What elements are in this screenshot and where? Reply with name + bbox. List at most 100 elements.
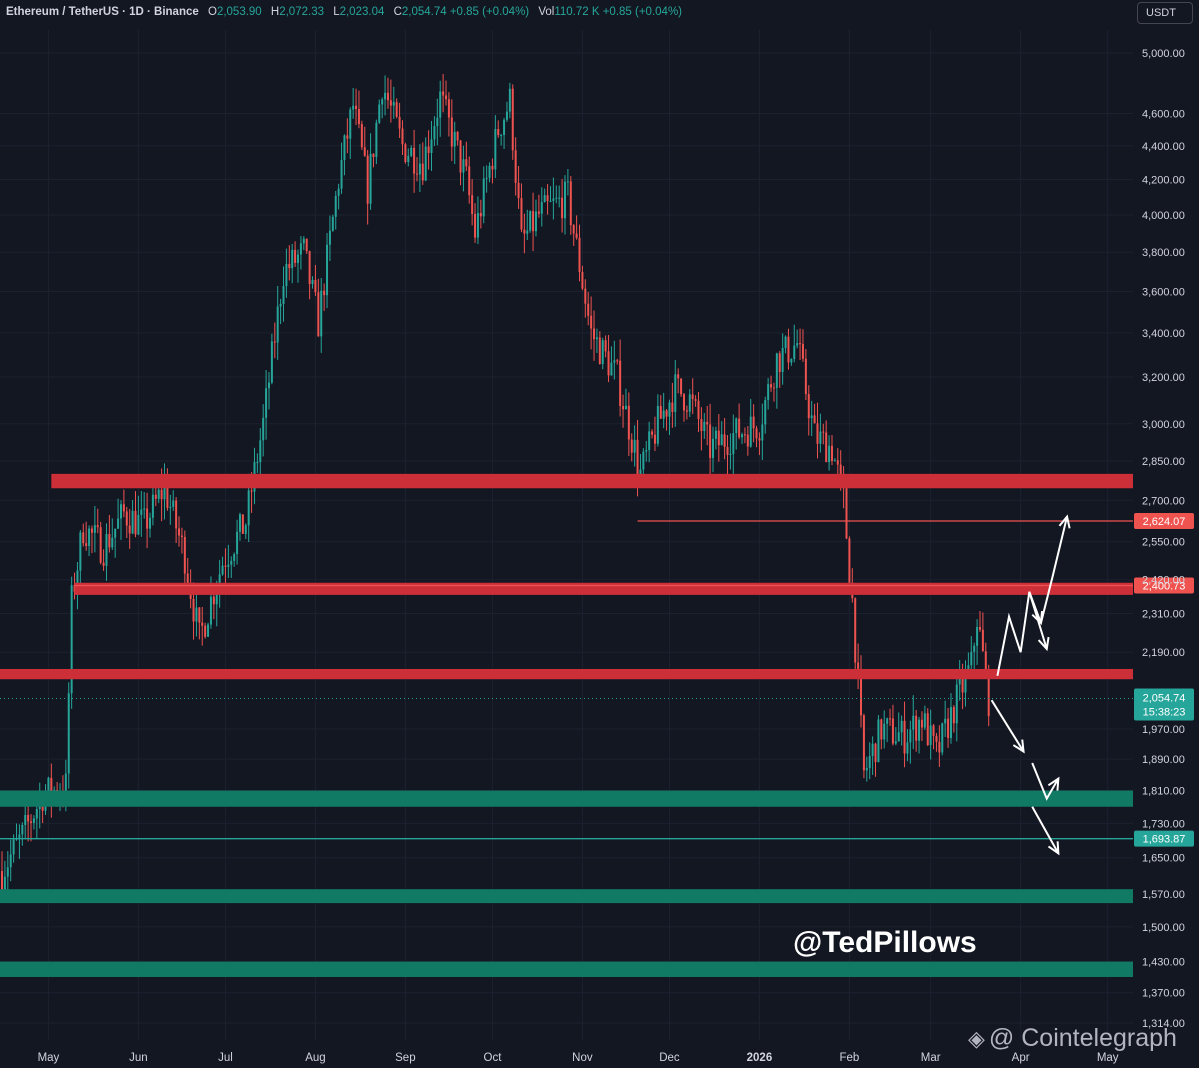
candle (314, 264, 317, 297)
candle (653, 416, 656, 452)
candle (700, 407, 703, 451)
candle (682, 392, 685, 422)
candle (796, 329, 799, 349)
candle (970, 636, 973, 670)
candle (265, 370, 268, 440)
support-zone (0, 961, 1133, 977)
candle (830, 435, 833, 466)
candle (619, 339, 622, 417)
candle (491, 158, 494, 184)
candle (572, 224, 575, 246)
candle (355, 88, 358, 126)
candle (685, 405, 688, 420)
candle (175, 496, 178, 543)
candle (183, 530, 186, 586)
candle (833, 458, 836, 462)
candle (926, 708, 929, 747)
close-value: 2,054.74 (401, 6, 447, 18)
candle (735, 417, 738, 450)
open-label: O (207, 6, 217, 18)
candle (462, 145, 465, 192)
candle (543, 188, 546, 203)
candle (537, 194, 540, 218)
candle (442, 73, 445, 113)
candle (201, 607, 204, 646)
candle (456, 130, 459, 146)
candle (297, 249, 300, 283)
open-value: 2,053.90 (216, 6, 262, 18)
currency-button[interactable]: USDT (1137, 2, 1193, 24)
x-tick-label: May (38, 1052, 60, 1064)
x-tick-label: Nov (572, 1052, 593, 1064)
candle (204, 622, 207, 639)
candle (561, 179, 564, 233)
chart-header: Ethereum / TetherUS · 1D · Binance O2,05… (6, 6, 682, 18)
candle (244, 523, 247, 539)
candle (479, 199, 482, 229)
candle (349, 107, 352, 159)
projection-arrowhead (1047, 776, 1060, 791)
candle (212, 592, 215, 620)
candle (743, 427, 746, 444)
candle (578, 224, 581, 282)
x-tick-label: May (1097, 1052, 1119, 1064)
candle (395, 98, 398, 119)
candle (819, 413, 822, 453)
candle (923, 705, 926, 731)
candle (656, 394, 659, 447)
candle (337, 183, 340, 210)
candle (549, 186, 552, 203)
candle (952, 705, 955, 733)
candle (645, 440, 648, 462)
candle (517, 165, 520, 209)
y-tick-label: 2,190.00 (1142, 647, 1185, 659)
candle (273, 322, 276, 359)
candle (648, 421, 651, 463)
candle (125, 506, 128, 538)
candle (180, 527, 183, 554)
candle (384, 75, 387, 116)
change-value: +0.85 (+0.04%) (449, 6, 530, 18)
price-level-label: 2,624.07 (1143, 516, 1186, 528)
candle (624, 388, 627, 410)
candle (111, 518, 114, 551)
candle (639, 454, 642, 478)
y-tick-label: 1,650.00 (1142, 853, 1185, 865)
x-tick-label: Aug (305, 1052, 325, 1064)
candle (70, 576, 73, 709)
projection-arrowhead (1058, 514, 1071, 529)
candle (323, 283, 326, 311)
projection-path (1028, 591, 1048, 650)
candle (810, 400, 813, 436)
low-value: 2,023.04 (339, 6, 385, 18)
y-tick-label: 4,600.00 (1142, 109, 1185, 121)
projection-arrowhead (1012, 739, 1025, 754)
candle (601, 337, 604, 370)
candle (398, 102, 401, 139)
candle (569, 176, 572, 235)
candle (308, 250, 311, 300)
candle (357, 90, 360, 129)
candle (935, 732, 938, 752)
projection-path (1039, 516, 1069, 624)
candle (915, 709, 918, 752)
candle (32, 815, 35, 830)
candle (447, 92, 450, 137)
candle (227, 544, 230, 578)
price-level-tag (1134, 512, 1194, 529)
candle (929, 709, 932, 760)
candle (96, 508, 99, 534)
x-tick-label: Oct (484, 1052, 503, 1064)
y-tick-label: 1,730.00 (1142, 818, 1185, 830)
candle (99, 521, 102, 565)
candle (520, 183, 523, 233)
y-tick-label: 1,970.00 (1142, 724, 1185, 736)
x-tick-label: Feb (839, 1052, 859, 1064)
candle (793, 324, 796, 363)
candle (534, 199, 537, 237)
candle (465, 141, 468, 171)
candle (288, 245, 291, 281)
candle (706, 405, 709, 446)
support-zone (0, 889, 1133, 904)
